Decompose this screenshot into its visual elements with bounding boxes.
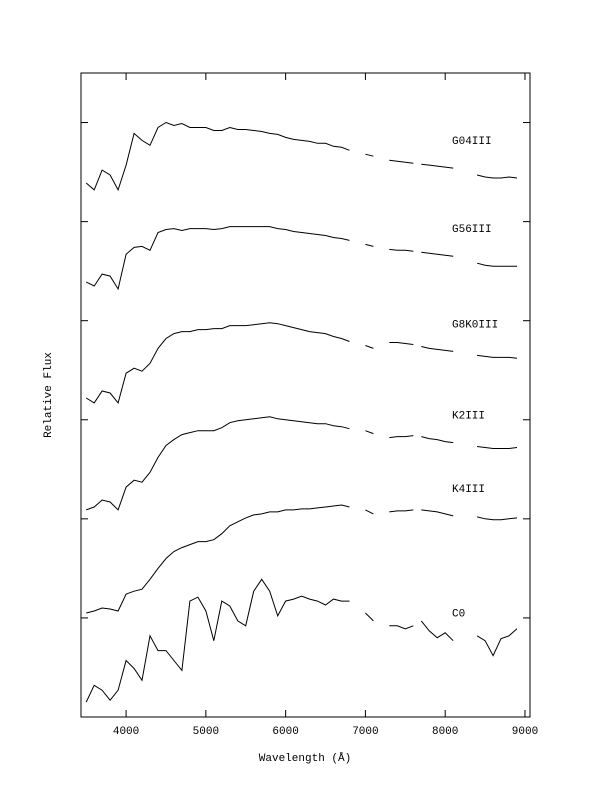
series-label: G56III [452, 224, 492, 236]
spectrum-line [86, 416, 518, 511]
plot-frame [80, 72, 531, 718]
x-tick-label: 5000 [193, 726, 219, 738]
spectrum-line [85, 121, 518, 192]
spectrum-line [85, 578, 518, 703]
series-label: C0 [452, 609, 465, 621]
x-tick-label: 9000 [512, 726, 538, 738]
spectrum-line [85, 226, 517, 291]
series-label: G8K0III [452, 319, 498, 331]
spectrum-line [85, 322, 518, 404]
series-label: G04III [452, 136, 492, 148]
series-label: K2III [452, 410, 485, 422]
x-axis-label: Wavelength (Å) [259, 752, 351, 765]
y-axis-label: Relative Flux [43, 352, 55, 438]
x-tick-label: 4000 [113, 726, 139, 738]
x-tick-label: 8000 [432, 726, 458, 738]
series-label: K4III [452, 484, 485, 496]
spectrum-line [86, 504, 518, 614]
x-tick-label: 7000 [352, 726, 378, 738]
x-tick-label: 6000 [272, 726, 298, 738]
